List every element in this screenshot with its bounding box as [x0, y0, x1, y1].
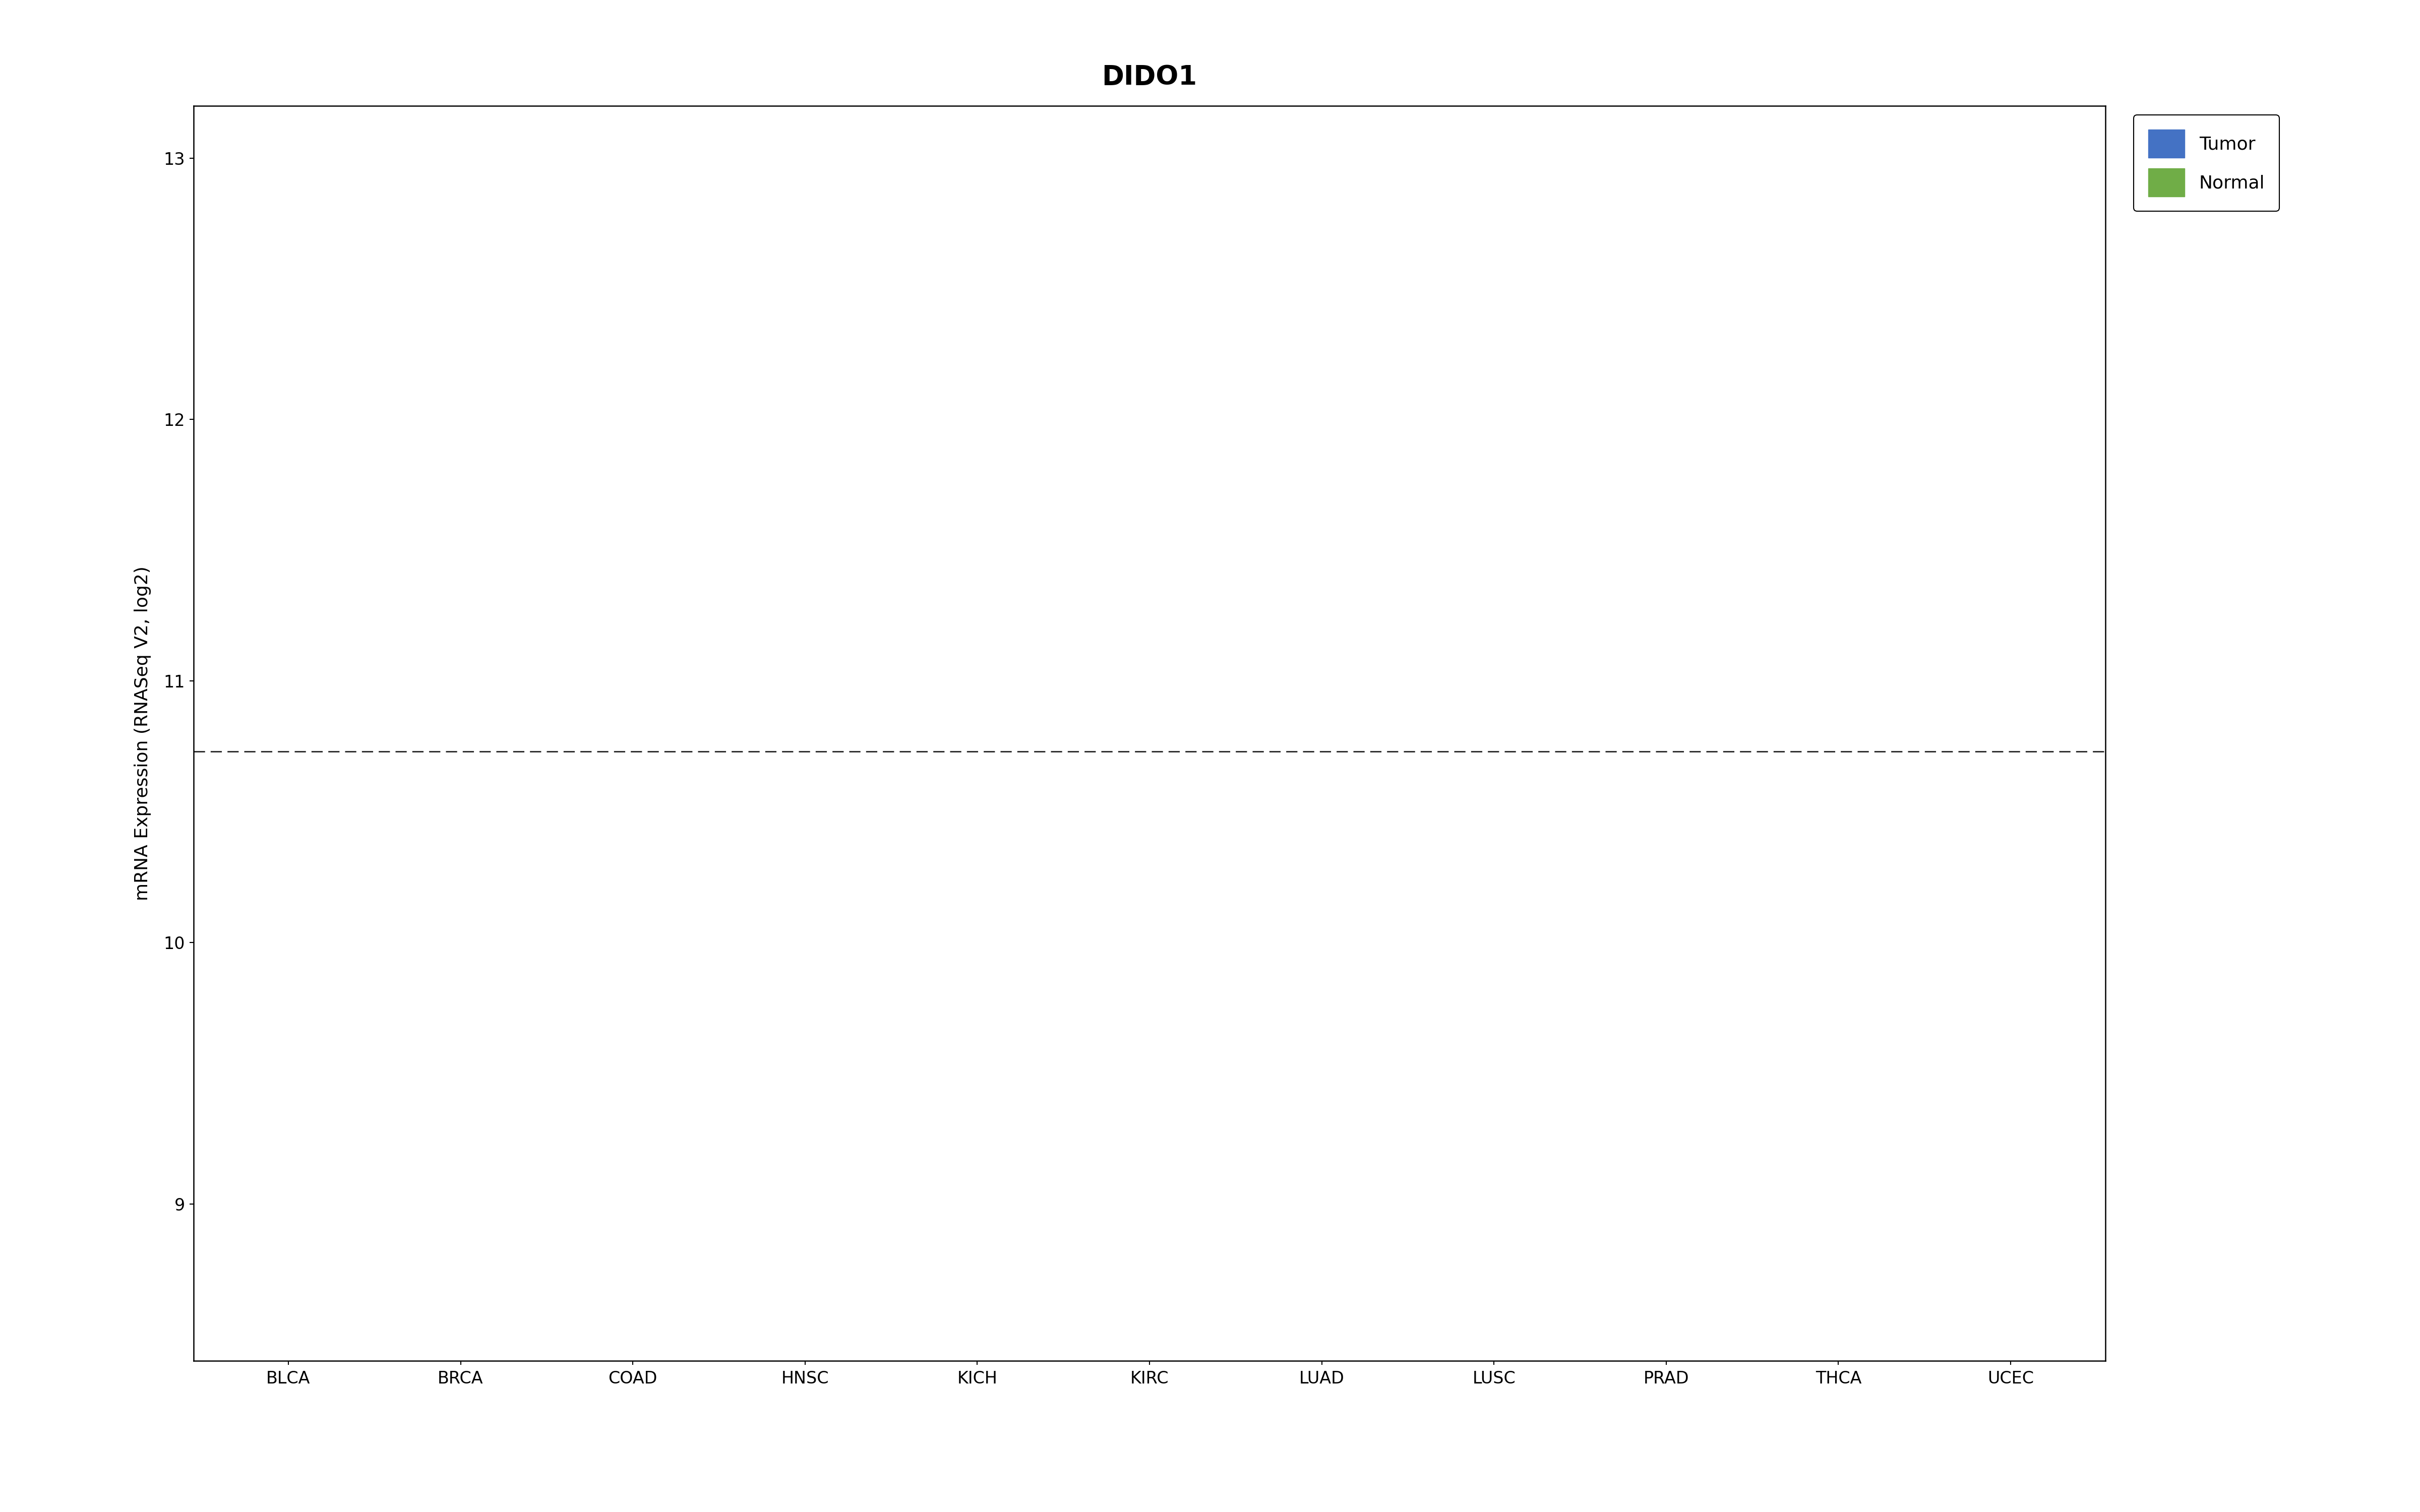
- Y-axis label: mRNA Expression (RNASeq V2, log2): mRNA Expression (RNASeq V2, log2): [133, 565, 150, 901]
- Title: DIDO1: DIDO1: [1101, 64, 1198, 91]
- Legend: Tumor, Normal: Tumor, Normal: [2134, 115, 2280, 212]
